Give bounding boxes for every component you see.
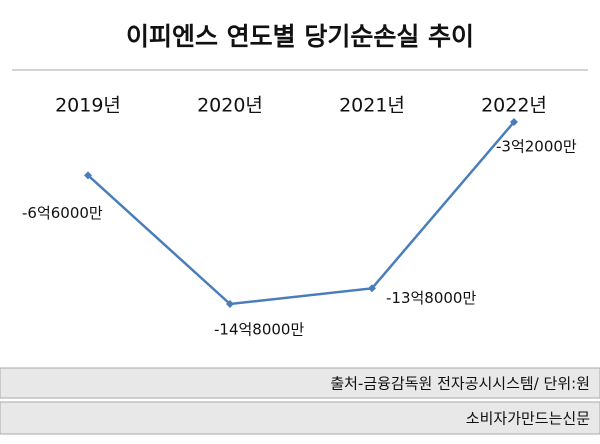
chart-title: 이피엔스 연도별 당기순손실 추이 [126, 22, 474, 51]
source: 출처-금융감독원 전자공시시스템/ 단위:원 [330, 375, 590, 393]
marker [84, 171, 92, 180]
line [87, 121, 515, 306]
value-label: -13억8000만 [386, 289, 476, 307]
marker [226, 300, 234, 308]
marker [510, 118, 518, 126]
publisher-bar [0, 401, 600, 435]
marker [368, 284, 376, 293]
value-label: -14억8000만 [214, 321, 304, 339]
source-bar [0, 367, 600, 399]
x-label: 2019년 [55, 95, 121, 117]
value-label: -3억2000만 [496, 138, 577, 156]
x-label: 2021년 [339, 95, 405, 117]
value-label: -6억6000만 [22, 204, 103, 222]
x-label: 2020년 [197, 95, 263, 117]
publisher: 소비자가만드는신문 [466, 410, 590, 428]
x-label: 2022년 [481, 95, 547, 117]
